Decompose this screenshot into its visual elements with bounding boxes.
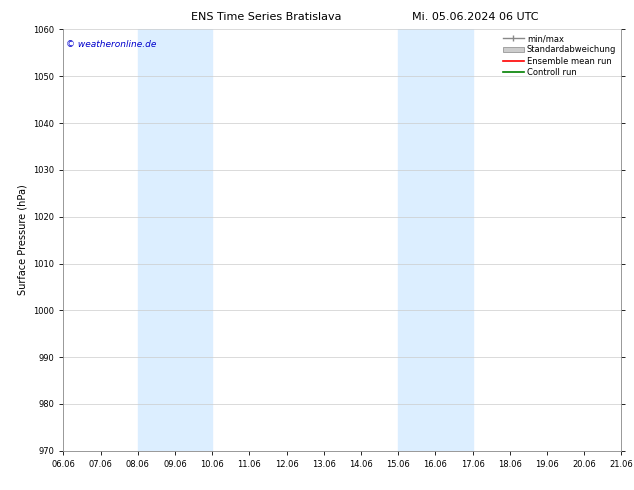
Text: © weatheronline.de: © weatheronline.de [66,40,157,49]
Text: Mi. 05.06.2024 06 UTC: Mi. 05.06.2024 06 UTC [412,12,539,22]
Text: ENS Time Series Bratislava: ENS Time Series Bratislava [191,12,342,22]
Legend: min/max, Standardabweichung, Ensemble mean run, Controll run: min/max, Standardabweichung, Ensemble me… [500,31,619,80]
Y-axis label: Surface Pressure (hPa): Surface Pressure (hPa) [18,185,28,295]
Bar [138,29,212,451]
Bar [398,29,472,451]
